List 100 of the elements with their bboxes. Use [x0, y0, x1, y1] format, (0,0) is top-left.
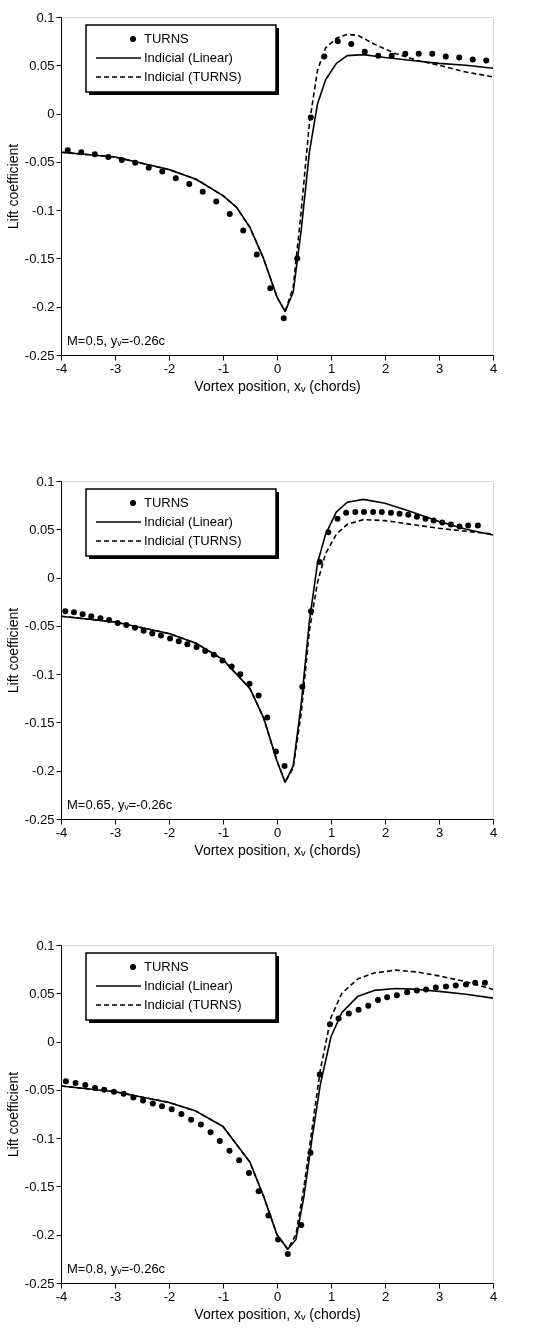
annotation: M=0.5, yᵥ=-0.26c: [67, 333, 166, 348]
point: [226, 211, 233, 217]
x-tick-label: -3: [109, 360, 122, 376]
point: [360, 508, 367, 515]
point: [456, 523, 463, 530]
point: [97, 615, 104, 622]
point: [159, 168, 166, 175]
point: [388, 52, 395, 59]
point: [275, 1236, 282, 1243]
point: [405, 511, 412, 518]
x-tick-label: 2: [381, 360, 390, 376]
point: [219, 657, 226, 664]
point: [213, 198, 220, 205]
y-tick-label: -0.1: [32, 202, 55, 218]
point: [264, 714, 271, 721]
point: [78, 149, 85, 156]
x-axis-title: Vortex position, xᵥ (chords): [194, 841, 361, 858]
point: [131, 624, 138, 631]
point: [265, 1212, 272, 1219]
point: [64, 147, 71, 154]
y-tick-label: -0.15: [24, 714, 55, 730]
point: [280, 315, 287, 322]
legend-label: Indicial (TURNS): [144, 533, 242, 548]
x-tick-label: 1: [327, 360, 336, 376]
point: [255, 692, 262, 699]
x-tick-label: -4: [55, 360, 68, 376]
point: [432, 984, 439, 991]
point: [374, 997, 381, 1004]
x-tick-label: -3: [109, 824, 122, 840]
point: [481, 979, 488, 986]
point: [175, 638, 182, 645]
y-tick-label: -0.2: [32, 299, 55, 315]
legend-label: TURNS: [144, 495, 190, 510]
x-axis-title: Vortex position, xᵥ (chords): [194, 377, 361, 394]
point: [105, 154, 112, 161]
y-axis-title: Lift coefficient: [4, 607, 21, 694]
point: [463, 981, 469, 988]
x-tick-label: 4: [489, 360, 498, 376]
point: [413, 987, 420, 994]
y-tick-label: 0.1: [36, 473, 55, 489]
point: [413, 513, 420, 520]
y-tick-label: -0.1: [32, 1130, 55, 1146]
point: [272, 748, 279, 755]
point: [439, 519, 446, 526]
point: [483, 57, 490, 64]
point: [308, 608, 315, 615]
point: [299, 683, 306, 690]
point: [149, 630, 156, 637]
point: [345, 1010, 352, 1017]
x-tick-label: -2: [163, 360, 176, 376]
point: [375, 52, 382, 59]
point: [92, 1084, 99, 1091]
x-tick-label: -2: [163, 824, 176, 840]
point: [168, 1106, 175, 1113]
y-tick-label: 0.05: [29, 57, 55, 73]
legend-label: Indicial (TURNS): [144, 997, 242, 1012]
annotation: M=0.65, yᵥ=-0.26c: [67, 797, 173, 812]
point: [130, 1094, 137, 1101]
point: [343, 509, 350, 516]
point: [145, 164, 152, 171]
y-tick-label: -0.05: [24, 618, 55, 634]
point: [443, 983, 450, 990]
y-tick-label: -0.25: [24, 347, 55, 363]
point: [226, 1147, 233, 1154]
point: [178, 1111, 185, 1117]
point: [199, 188, 206, 195]
point: [472, 979, 479, 986]
point: [396, 510, 403, 517]
point: [469, 56, 476, 63]
legend-label: TURNS: [144, 959, 190, 974]
point: [140, 1097, 147, 1104]
point: [348, 41, 355, 48]
x-tick-label: 2: [381, 824, 390, 840]
point: [157, 632, 164, 639]
point: [228, 663, 235, 670]
y-tick-label: 0: [47, 1034, 55, 1050]
point: [326, 1021, 333, 1028]
x-tick-label: -1: [217, 1288, 230, 1304]
point: [132, 159, 139, 166]
y-tick-label: 0.1: [36, 937, 55, 953]
annotation: M=0.8, yᵥ=-0.26c: [67, 1261, 166, 1276]
point: [240, 227, 247, 234]
point: [123, 621, 130, 628]
y-tick-label: -0.2: [32, 763, 55, 779]
y-tick-label: 0.05: [29, 521, 55, 537]
point: [352, 508, 359, 515]
y-tick-label: -0.25: [24, 1275, 55, 1291]
point: [216, 1138, 223, 1145]
point: [316, 1071, 323, 1078]
point: [236, 1157, 243, 1164]
x-tick-label: -1: [217, 360, 230, 376]
x-tick-label: 3: [435, 1288, 444, 1304]
point: [442, 53, 449, 60]
x-tick-label: 3: [435, 824, 444, 840]
point: [255, 1188, 262, 1195]
point: [465, 522, 472, 529]
legend-label: TURNS: [144, 31, 190, 46]
point: [335, 1015, 342, 1022]
point: [237, 671, 244, 678]
point: [79, 611, 86, 618]
